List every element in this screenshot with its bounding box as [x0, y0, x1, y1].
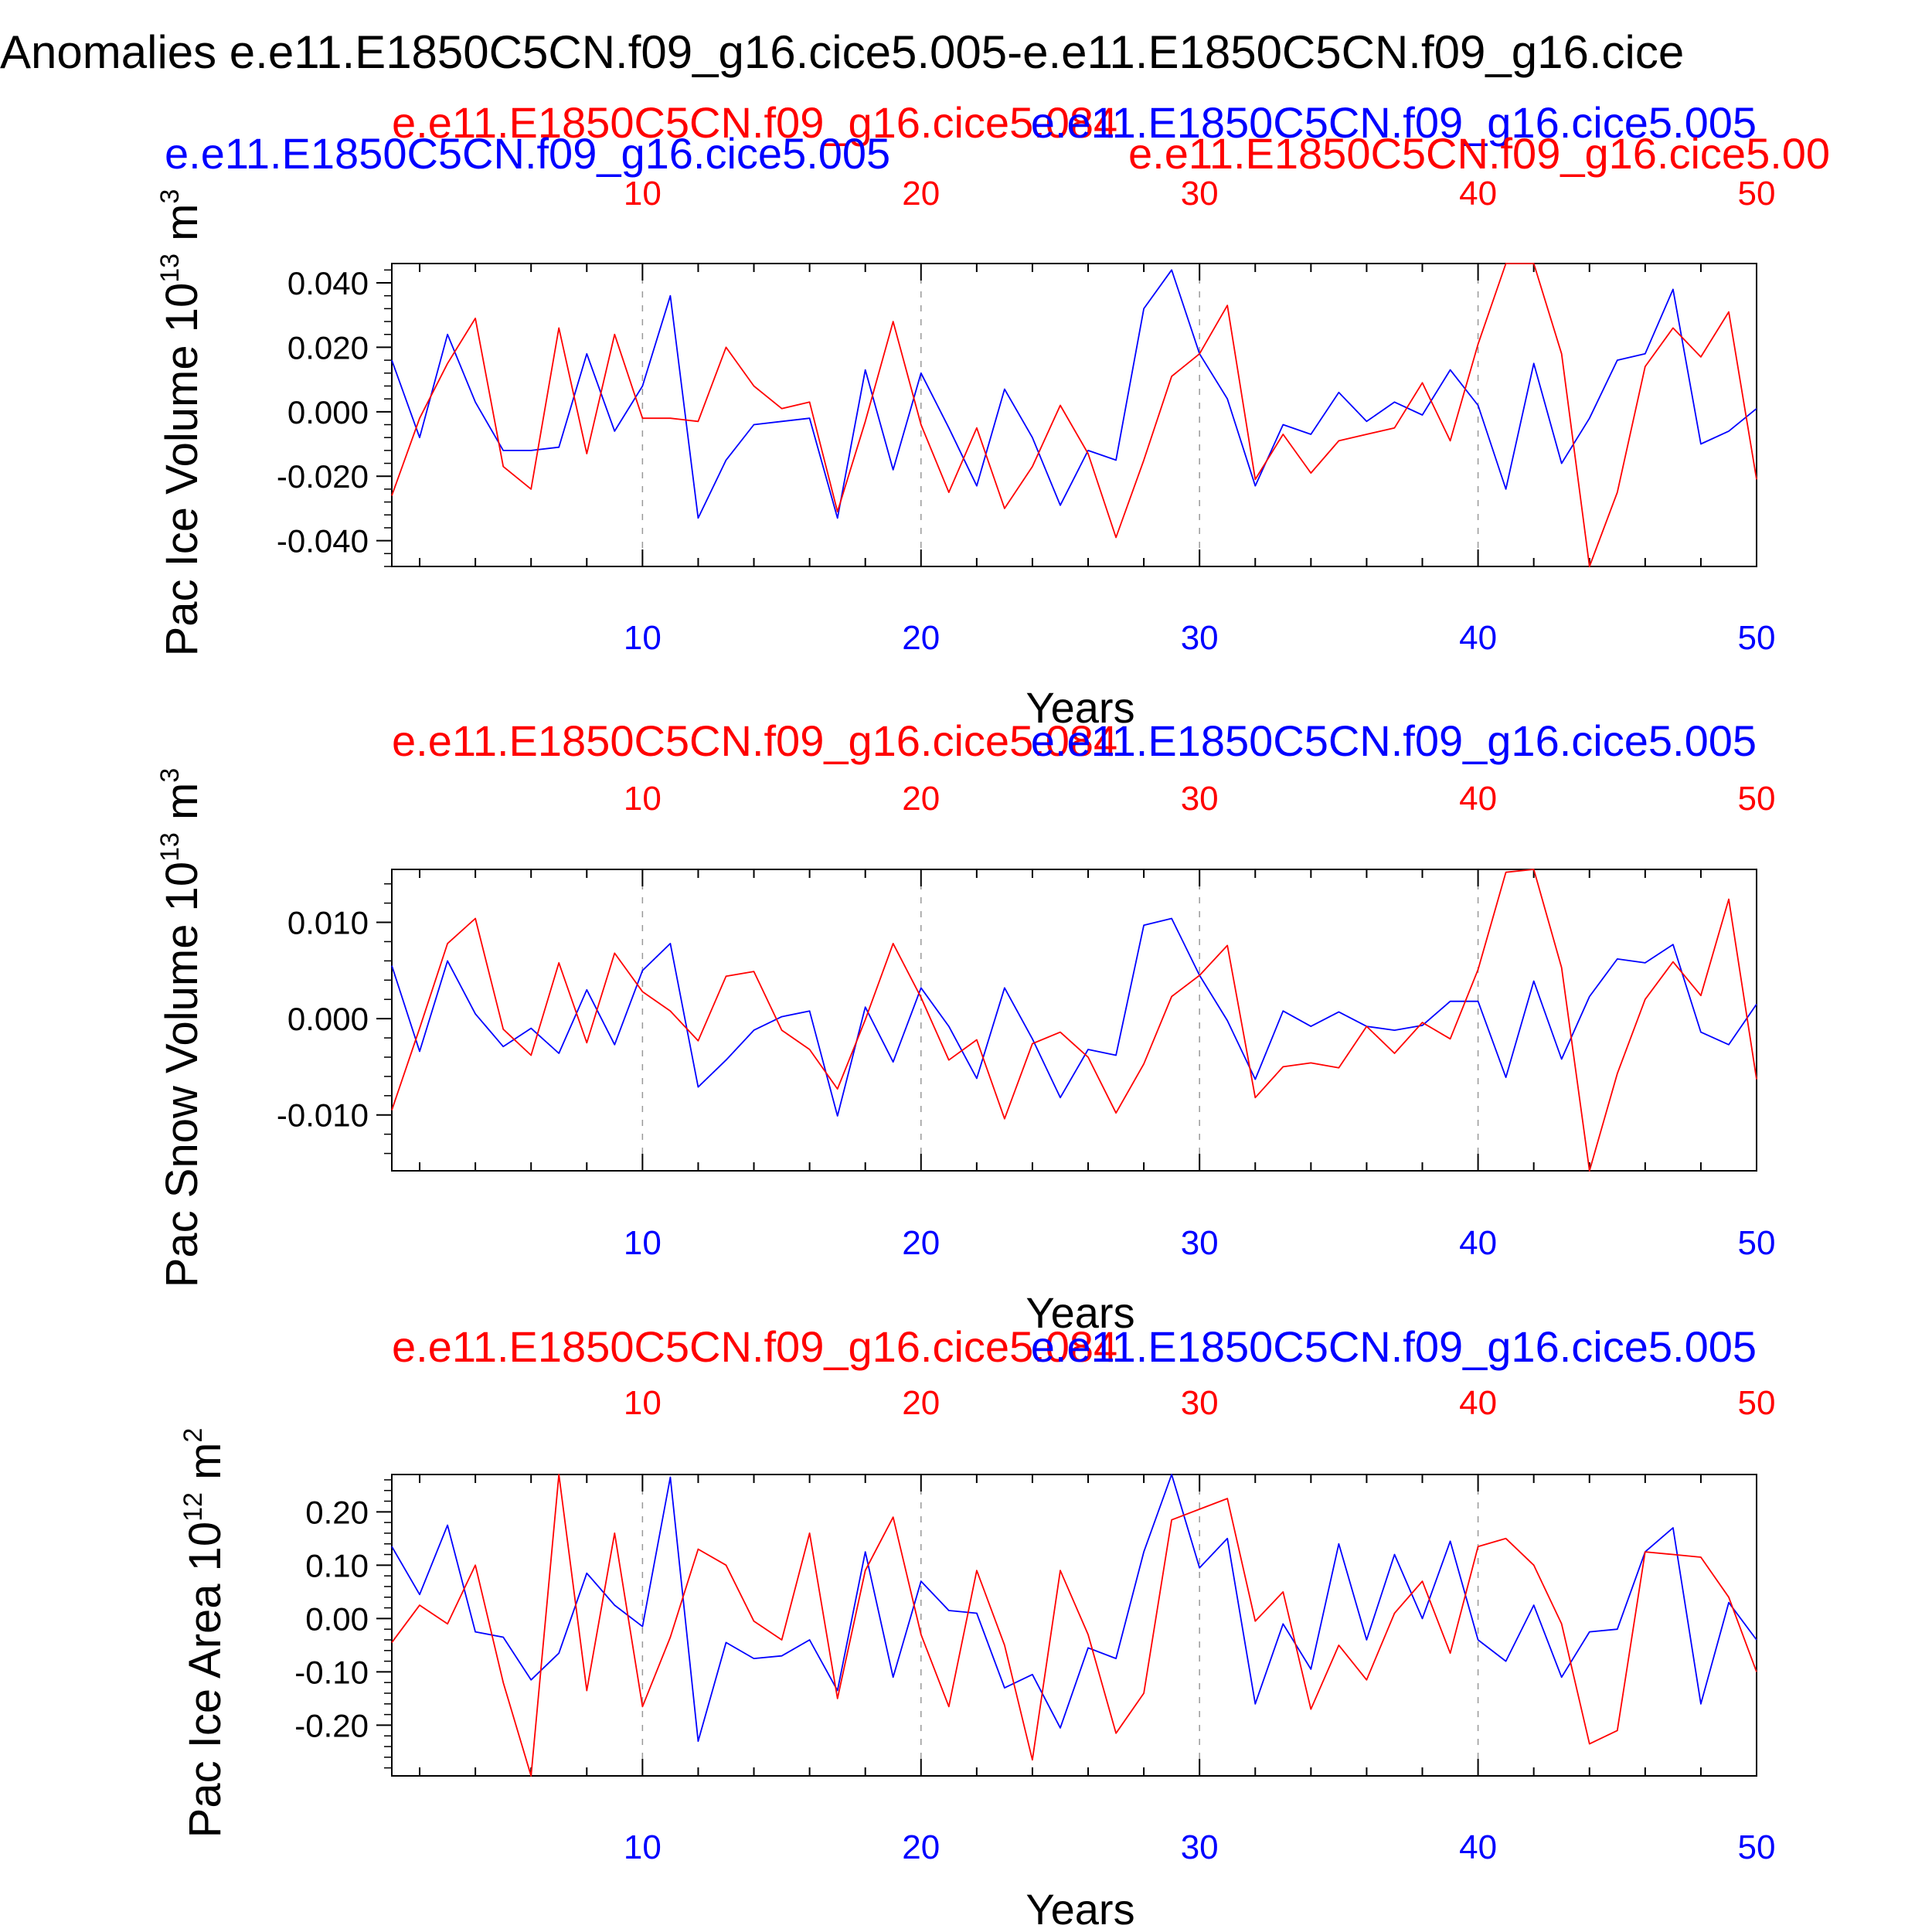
- x-tick-label-bottom: 20: [902, 1224, 940, 1262]
- y-axis-label-unit: m: [157, 204, 207, 253]
- x-tick-label-top: 20: [902, 780, 940, 818]
- series-line-red: [391, 263, 1757, 567]
- y-axis-label-unit-exponent: 3: [155, 768, 185, 783]
- y-axis-label-unit: m: [180, 1443, 230, 1492]
- series-line-blue: [391, 1474, 1757, 1743]
- y-axis-label-exponent: 13: [155, 253, 185, 283]
- y-axis-label-unit-exponent: 2: [179, 1428, 208, 1443]
- x-tick-label-bottom: 50: [1738, 1224, 1776, 1262]
- legend-label-blue-left: e.e11.E1850C5CN.f09_g16.cice5.005: [165, 129, 890, 178]
- series-line-blue: [391, 269, 1757, 519]
- x-axis-label: Years: [1026, 683, 1134, 732]
- x-tick-label-top: 40: [1459, 175, 1497, 213]
- x-tick-label-bottom: 40: [1459, 1828, 1497, 1866]
- x-axis-label: Years: [1026, 1288, 1134, 1337]
- y-tick-label: 0.000: [287, 394, 369, 430]
- y-axis-label: Pac Ice Volume 1013 m3: [155, 189, 207, 657]
- x-tick-label-top: 20: [902, 1384, 940, 1422]
- legend-label-red-right: e.e11.E1850C5CN.f09_g16.cice5.00: [1128, 129, 1830, 178]
- x-tick-label-top: 20: [902, 175, 940, 213]
- y-tick-label: -0.010: [277, 1097, 369, 1134]
- chart-title: Anomalies e.e11.E1850C5CN.f09_g16.cice5.…: [0, 26, 1684, 78]
- series-line-red: [391, 869, 1757, 1172]
- x-tick-label-top: 10: [624, 175, 662, 213]
- x-tick-label-top: 50: [1738, 1384, 1776, 1422]
- y-axis-label-text: Pac Ice Volume 10: [157, 283, 207, 657]
- x-tick-label-bottom: 10: [624, 619, 662, 657]
- legend-label-red: e.e11.E1850C5CN.f09_g16.cice5.084: [392, 98, 1117, 147]
- x-tick-label-top: 10: [624, 780, 662, 818]
- y-tick-label: -0.10: [294, 1654, 369, 1690]
- x-axis-label: Years: [1026, 1885, 1134, 1932]
- y-tick-label: 0.00: [305, 1600, 369, 1637]
- x-tick-label-bottom: 40: [1459, 619, 1497, 657]
- y-tick-label: 0.000: [287, 1001, 369, 1037]
- x-tick-label-bottom: 10: [624, 1224, 662, 1262]
- x-tick-label-top: 10: [624, 1384, 662, 1422]
- plot-frame: [391, 1474, 1757, 1777]
- x-tick-label-bottom: 10: [624, 1828, 662, 1866]
- x-tick-label-bottom: 30: [1181, 1828, 1219, 1866]
- x-tick-label-top: 30: [1181, 780, 1219, 818]
- legend-label-blue: e.e11.E1850C5CN.f09_g16.cice5.005: [1031, 1322, 1757, 1371]
- legend-label-red: e.e11.E1850C5CN.f09_g16.cice5.084: [392, 1322, 1117, 1371]
- series-line-blue: [391, 917, 1757, 1117]
- chart-panel-3: -0.20 -0.10 0.00 0.10 0.20 10 20 30 40 50 10 20 30 40…: [179, 1322, 1775, 1932]
- x-tick-label-bottom: 30: [1181, 619, 1219, 657]
- y-tick-label: 0.10: [305, 1547, 369, 1583]
- y-tick-label: 0.010: [287, 905, 369, 941]
- chart-panel-2: -0.010 0.000 0.010 10 20 30 40 50 10 20 30 40 50 Year…: [155, 716, 1775, 1337]
- plot-frame: [391, 263, 1757, 567]
- y-tick-label: 0.040: [287, 265, 369, 301]
- legend-label-blue: e.e11.E1850C5CN.f09_g16.cice5.005: [1031, 716, 1757, 765]
- y-axis-label: Pac Ice Area 1012 m2: [179, 1428, 230, 1838]
- y-tick-label: -0.040: [277, 523, 369, 560]
- legend-label-red: e.e11.E1850C5CN.f09_g16.cice5.084: [392, 716, 1117, 765]
- x-tick-label-bottom: 20: [902, 619, 940, 657]
- x-tick-label-top: 30: [1181, 175, 1219, 213]
- y-axis-label-exponent: 12: [179, 1492, 208, 1522]
- y-axis-label-text: Pac Ice Area 10: [180, 1522, 230, 1838]
- y-axis-label-exponent: 13: [155, 832, 185, 862]
- y-tick-label: 0.020: [287, 329, 369, 366]
- x-tick-label-bottom: 50: [1738, 619, 1776, 657]
- legend-label-blue: e.e11.E1850C5CN.f09_g16.cice5.005: [1031, 98, 1757, 147]
- plot-frame: [391, 869, 1757, 1172]
- y-axis-label-text: Pac Snow Volume 10: [157, 862, 207, 1287]
- x-tick-label-top: 50: [1738, 175, 1776, 213]
- y-axis-label-unit: m: [157, 783, 207, 832]
- x-tick-label-bottom: 50: [1738, 1828, 1776, 1866]
- x-tick-label-top: 40: [1459, 1384, 1497, 1422]
- series-line-red: [391, 1474, 1757, 1777]
- y-tick-label: -0.20: [294, 1707, 369, 1743]
- y-tick-label: -0.020: [277, 458, 369, 495]
- y-axis-label: Pac Snow Volume 1013 m3: [155, 768, 207, 1288]
- y-axis-label-unit-exponent: 3: [155, 189, 185, 204]
- x-tick-label-bottom: 20: [902, 1828, 940, 1866]
- x-tick-label-top: 40: [1459, 780, 1497, 818]
- x-tick-label-top: 50: [1738, 780, 1776, 818]
- x-tick-label-bottom: 30: [1181, 1224, 1219, 1262]
- x-tick-label-bottom: 40: [1459, 1224, 1497, 1262]
- y-tick-label: 0.20: [305, 1494, 369, 1530]
- x-tick-label-top: 30: [1181, 1384, 1219, 1422]
- chart-panel-1: -0.040 -0.020 0.000 0.020 0.040 10 20 30 40 50 10 2…: [155, 98, 1830, 732]
